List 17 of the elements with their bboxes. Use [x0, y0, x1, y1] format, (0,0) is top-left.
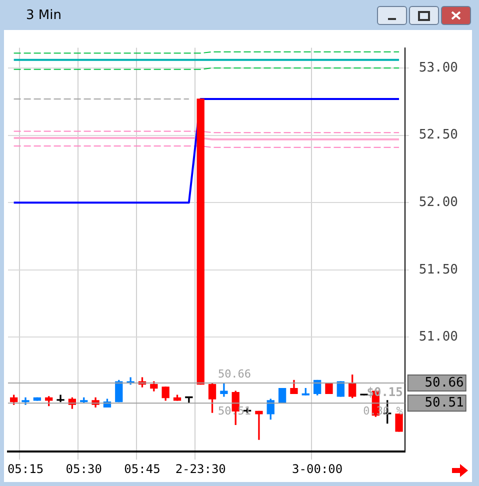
- y-tick-label: 51.00: [418, 330, 458, 345]
- x-tick-label: 3-00:00: [292, 462, 343, 476]
- ref-line-label: 50.66: [218, 367, 252, 380]
- text: 50.51: [424, 396, 464, 411]
- y-tick-label: 52.50: [418, 128, 458, 143]
- x-tick-label: 05:45: [124, 462, 160, 476]
- candlestick: [185, 396, 193, 404]
- candlestick: [255, 410, 263, 440]
- y-tick-label: 51.50: [418, 262, 458, 278]
- x-tick-label: 05:30: [66, 462, 102, 476]
- x-tick-label: 2-23:30: [175, 462, 226, 476]
- y-tick-label: 53.00: [418, 60, 458, 76]
- chart-title: 3 Min: [26, 8, 62, 23]
- y-tick-label: 52.00: [418, 194, 458, 210]
- candlestick: [56, 394, 64, 402]
- x-tick-label: 05:15: [7, 462, 44, 476]
- text: 50.66: [424, 375, 464, 390]
